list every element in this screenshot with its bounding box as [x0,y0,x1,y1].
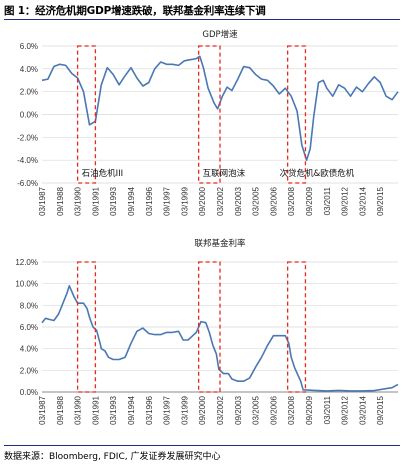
y-tick-label: 6.0% [20,323,38,332]
x-tick-label: 09/2012 [341,395,350,424]
x-tick-label: 09/2006 [269,186,278,215]
x-tick-label: 03/2002 [216,395,225,424]
x-tick-label: 03/1993 [109,186,118,215]
y-tick-label: 4.0% [20,65,38,74]
figure-title: 图 1：经济危机期GDP增速跌破，联邦基金利率连续下调 [4,5,266,17]
y-tick-label: 2.0% [20,88,38,97]
fed-series [41,285,399,392]
x-tick-label: 03/2011 [323,186,332,215]
gdp-chart-title: GDP增速 [202,29,238,40]
fed-crisis-bands [76,261,307,393]
x-tick-label: 03/2005 [252,186,261,215]
x-tick-label: 03/1999 [180,186,189,215]
crisis-label: 石油危机III [82,168,124,179]
x-tick-label: 09/1997 [163,395,172,424]
x-tick-label: 03/1990 [74,186,83,215]
x-tick-label: 09/2009 [305,395,314,424]
y-tick-label: -6.0% [17,179,38,188]
x-tick-label: 03/2014 [358,395,367,424]
x-tick-label: 09/1988 [56,395,65,424]
x-tick-label: 03/2008 [287,395,296,424]
crisis-label: 次贷危机&欧债危机 [280,168,355,179]
x-tick-label: 09/1991 [91,186,100,215]
x-tick-label: 09/1997 [163,186,172,215]
crisis-band [286,45,307,184]
gdp-crisis-bands: 石油危机III 互联网泡沫 次贷危机&欧债危机 [76,45,355,184]
x-tick-label: 09/2015 [376,186,385,215]
source-rule [4,445,400,446]
x-tick-label: 03/2011 [323,395,332,424]
y-tick-label: 12.0% [15,258,38,267]
gdp-series [41,55,399,161]
x-tick-label: 09/2009 [305,186,314,215]
x-tick-label: 09/2003 [234,395,243,424]
crisis-band [286,261,307,393]
x-tick-label: 03/1999 [180,395,189,424]
crisis-band [76,45,97,184]
x-tick-label: 03/2014 [358,186,367,215]
x-tick-label: 03/1996 [145,395,154,424]
y-tick-label: -2.0% [17,133,38,142]
fed-funds-rate-chart: 联邦基金利率 12.0% 10.0% 8.0% 6.0% 4.0% 2.0% 0.0% 03… [15,238,399,425]
gdp-gridlines [42,45,398,184]
x-tick-label: 03/2008 [287,186,296,215]
x-tick-label: 03/2002 [216,186,225,215]
gdp-y-tick-labels: 6.0% 4.0% 2.0% 0.0% -2.0% -4.0% -6.0% [17,42,38,188]
x-tick-label: 09/2006 [269,395,278,424]
y-tick-label: 6.0% [20,42,38,51]
crisis-band [197,45,221,184]
y-tick-label: 4.0% [20,345,38,354]
gdp-growth-chart: GDP增速 6.0% 4.0% 2.0% 0.0% -2.0% -4.0% -6.0% 03… [17,29,399,216]
fed-x-tick-labels: 03/1987 09/1988 03/1990 09/1991 03/1993 09/19… [38,395,385,424]
series-line [41,285,399,392]
x-tick-label: 09/2000 [198,186,207,215]
fed-y-tick-labels: 12.0% 10.0% 8.0% 6.0% 4.0% 2.0% 0.0% [15,258,38,397]
crisis-band [197,261,221,393]
y-tick-label: 0.0% [20,388,38,397]
x-tick-label: 09/2003 [234,186,243,215]
chart-canvas: GDP增速 6.0% 4.0% 2.0% 0.0% -2.0% -4.0% -6.0% 03… [15,29,399,425]
title-rule [4,19,400,20]
x-tick-label: 03/1993 [109,395,118,424]
x-tick-label: 09/2012 [341,186,350,215]
y-tick-label: 8.0% [20,301,38,310]
y-tick-label: 0.0% [20,111,38,120]
x-tick-label: 03/2005 [252,395,261,424]
gdp-x-tick-labels: 03/1987 09/1988 03/1990 09/1991 03/1993 09/19… [38,186,385,215]
x-tick-label: 09/1991 [91,395,100,424]
source-note: 数据来源：Bloomberg, FDIC, 广发证券发展研究中心 [4,452,221,462]
crisis-label: 互联网泡沫 [203,168,246,179]
x-tick-label: 09/1988 [56,186,65,215]
x-tick-label: 09/1994 [127,186,136,215]
y-tick-label: 10.0% [15,280,38,289]
x-tick-label: 09/1994 [127,395,136,424]
y-tick-label: -4.0% [17,156,38,165]
x-tick-label: 09/2000 [198,395,207,424]
x-tick-label: 03/1996 [145,186,154,215]
x-tick-label: 09/2015 [376,395,385,424]
x-tick-label: 03/1987 [38,186,47,215]
crisis-band [76,261,97,393]
x-tick-label: 03/1987 [38,395,47,424]
x-tick-label: 03/1990 [74,395,83,424]
y-tick-label: 2.0% [20,366,38,375]
fed-chart-title: 联邦基金利率 [194,238,246,249]
series-line [41,55,399,161]
